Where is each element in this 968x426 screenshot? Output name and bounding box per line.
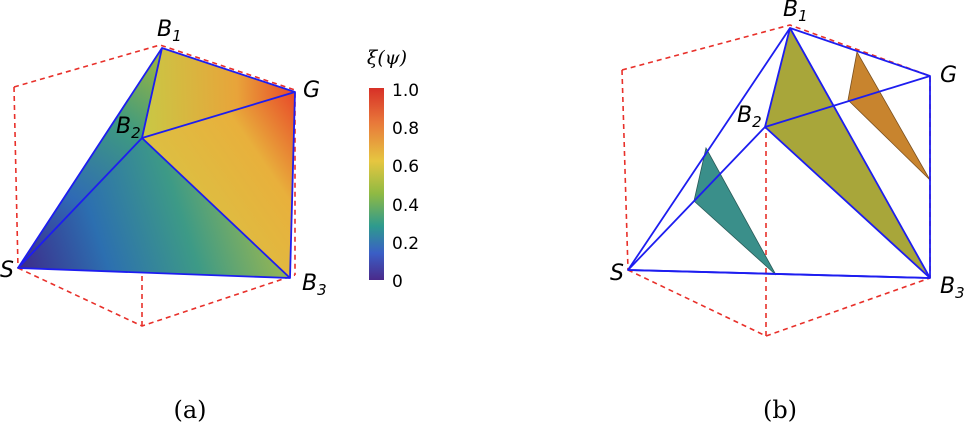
label-b1-a: B1 (157, 17, 182, 45)
face-right (142, 92, 295, 278)
slice-teal (693, 146, 777, 276)
label-b3-a: B3 (302, 271, 327, 299)
edges-b (627, 27, 931, 279)
colorbar-tick: 1.0 (392, 81, 419, 101)
colorbar-tick: 0.4 (392, 196, 419, 216)
colorbar-tick: 0.6 (392, 157, 419, 177)
colorbar-tick: 0.2 (392, 234, 419, 254)
colorbar-tick: 0 (392, 272, 403, 292)
label-g-b: G (940, 63, 957, 88)
face-top (142, 48, 295, 138)
face-front (18, 138, 290, 278)
label-b2-a: B2 (116, 114, 141, 142)
caption-a: (a) (173, 396, 206, 424)
label-b2-b: B2 (737, 103, 762, 131)
label-b3-b: B3 (940, 274, 965, 302)
label-s-b: S (610, 261, 624, 286)
label-g-a: G (303, 78, 320, 103)
cube-dashed-b (621, 24, 931, 337)
caption-b: (b) (763, 396, 797, 424)
edges-a (17, 47, 296, 279)
colorbar: ξ(ψ) 1.0 0.8 0.6 0.4 0.2 0 (367, 47, 419, 292)
colorbar-title: ξ(ψ) (367, 47, 407, 69)
label-s-a: S (0, 258, 14, 283)
slice-orange (847, 50, 931, 181)
panel-a: B1 B2 G S B3 (a) (0, 17, 327, 424)
label-b1-b: B1 (783, 0, 808, 25)
colorbar-tick: 0.8 (392, 119, 419, 139)
panel-b: B1 B2 G S B3 (b) (610, 0, 965, 424)
colorbar-gradient (369, 88, 384, 280)
